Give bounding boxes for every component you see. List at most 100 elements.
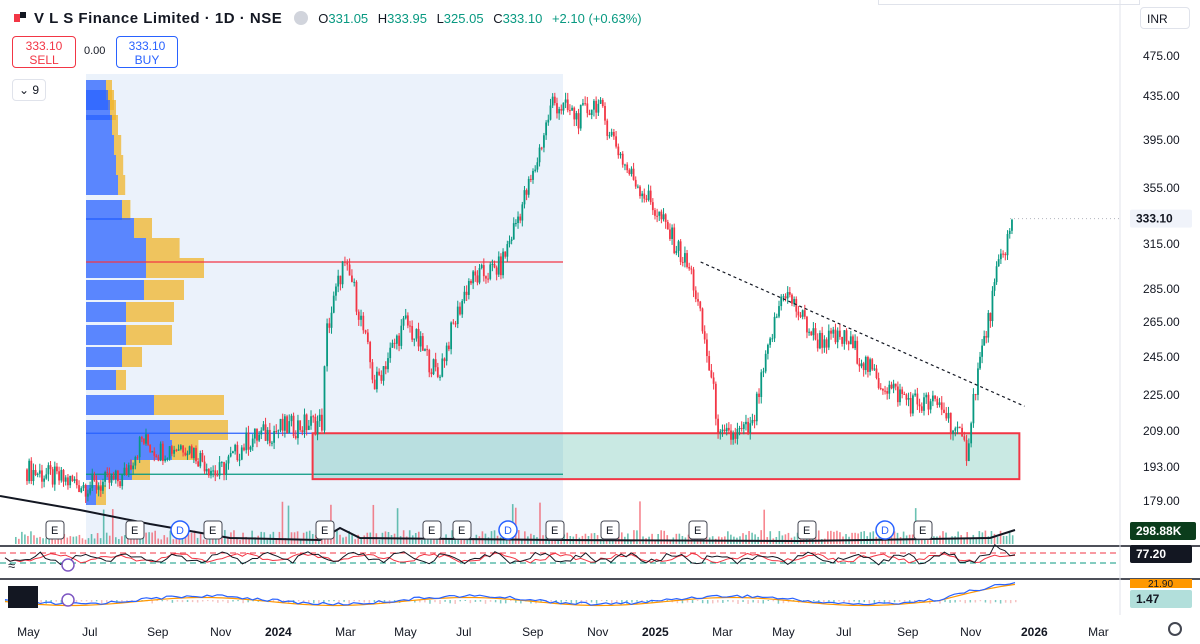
visibility-toggle-icon[interactable] — [294, 11, 309, 25]
currency-selector[interactable]: INR — [1140, 7, 1190, 29]
volume-bar — [396, 508, 399, 544]
candle-body — [582, 103, 584, 105]
candle-body — [669, 229, 671, 239]
volume-profile-bar — [122, 347, 142, 367]
candle-body — [297, 420, 299, 439]
volume-bar — [660, 530, 662, 544]
volume-bar — [372, 504, 375, 544]
volume-bar — [787, 532, 790, 544]
candle-body — [573, 107, 576, 120]
candle-body — [87, 493, 89, 497]
volume-bar — [621, 532, 623, 544]
earnings-marker-label: E — [919, 525, 926, 537]
buy-button[interactable]: 333.10 BUY — [116, 36, 178, 68]
candle-body — [643, 193, 646, 199]
volume-bar — [196, 537, 199, 544]
volume-bar — [760, 530, 762, 544]
candle-body — [656, 215, 659, 217]
candle-body — [45, 474, 48, 479]
macd-histogram-bar — [318, 600, 320, 604]
macd-histogram-bar — [813, 600, 815, 602]
candle-body — [121, 474, 124, 487]
candle-body — [832, 329, 835, 334]
candle-body — [179, 445, 182, 450]
candle-body — [1006, 234, 1009, 256]
volume-bar — [869, 532, 872, 544]
candle-body — [240, 447, 243, 460]
macd-badge — [1130, 590, 1192, 608]
volume-profile-bar — [146, 258, 204, 278]
volume-bar — [896, 532, 899, 544]
rsi-pane-icon: ≈ — [8, 558, 15, 573]
volume-bar — [169, 530, 172, 544]
macd-histogram-bar — [757, 600, 759, 604]
candle-body — [123, 467, 126, 475]
candle-body — [286, 416, 288, 434]
symbol-logo-icon — [14, 12, 26, 22]
macd-histogram-bar — [414, 600, 416, 603]
earnings-marker — [797, 520, 817, 540]
macd-histogram-bar — [459, 600, 461, 602]
macd-histogram-bar — [873, 600, 876, 603]
macd-histogram-bar — [201, 600, 204, 602]
volume-bar — [205, 539, 208, 544]
volume-bar — [778, 531, 781, 544]
candle-body — [654, 210, 656, 216]
candle-body — [450, 322, 453, 350]
candle-body — [307, 425, 310, 430]
macd-histogram-bar — [85, 600, 88, 602]
x-axis-tick-label: Mar — [1088, 625, 1109, 639]
x-axis-tick-label: Nov — [587, 625, 608, 639]
volume-bar — [751, 532, 753, 544]
candle-body — [601, 99, 604, 107]
volume-bar — [617, 534, 620, 544]
candle-body — [764, 353, 767, 372]
settings-gear-icon[interactable] — [1168, 622, 1182, 636]
candle-body — [624, 164, 626, 166]
sell-price: 333.10 — [25, 39, 63, 53]
symbol-title[interactable]: V L S Finance Limited · 1D · NSE — [34, 9, 283, 27]
volume-bar — [421, 539, 423, 544]
volume-bar — [90, 534, 93, 544]
candle-body — [543, 135, 545, 148]
candle-body — [901, 389, 904, 395]
x-axis-tick-label: Nov — [210, 625, 231, 639]
macd-histogram-bar — [964, 600, 966, 604]
candle-body — [346, 262, 349, 265]
macd-histogram-bar — [777, 600, 780, 604]
candle-body — [521, 204, 524, 221]
volume-bar — [211, 535, 214, 544]
x-axis-tick-label: Mar — [335, 625, 356, 639]
candle-body — [456, 306, 459, 325]
candle-body — [751, 419, 754, 424]
candle-body — [936, 398, 939, 405]
candle-body — [991, 290, 994, 322]
candle-body — [907, 397, 910, 400]
candle-body — [102, 481, 104, 491]
macd-histogram-bar — [520, 600, 522, 604]
trendline — [700, 261, 1025, 407]
candle-body — [369, 342, 372, 363]
candle-body — [884, 390, 886, 392]
volume-bar — [214, 535, 217, 544]
candle-body — [845, 330, 848, 342]
volume-bar — [933, 536, 935, 544]
macd-histogram-bar — [565, 600, 568, 602]
volume-bar — [442, 538, 444, 544]
candle-body — [673, 227, 676, 254]
volume-bar — [727, 531, 729, 544]
candle-body — [847, 341, 850, 345]
sell-button[interactable]: 333.10 SELL — [12, 36, 76, 68]
volume-bar — [902, 531, 905, 544]
candle-body — [849, 336, 852, 345]
candle-body — [136, 457, 139, 459]
volume-bar — [36, 537, 38, 544]
indicators-toggle[interactable]: ⌄ 9 — [12, 79, 46, 101]
macd-histogram-bar — [348, 600, 350, 604]
volume-bar — [151, 532, 153, 544]
candle-body — [512, 223, 515, 240]
candle-body — [523, 190, 526, 205]
x-axis-tick-label: Jul — [456, 625, 471, 639]
volume-bar — [351, 534, 353, 544]
